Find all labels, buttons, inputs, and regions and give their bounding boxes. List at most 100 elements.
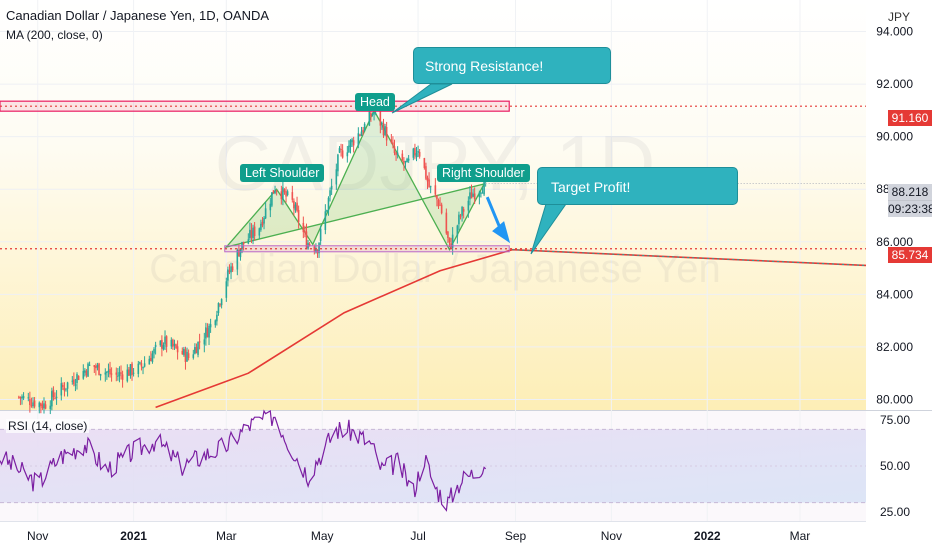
candle-body xyxy=(129,364,132,376)
resistance-zone[interactable] xyxy=(0,100,510,112)
candle-body xyxy=(302,222,305,233)
candle-body xyxy=(436,195,438,200)
candle-body xyxy=(318,242,320,254)
candle-body xyxy=(52,389,55,398)
candle-body xyxy=(159,340,162,346)
candle-body xyxy=(384,126,386,136)
candle-body xyxy=(406,158,408,163)
candle-body xyxy=(291,192,294,200)
candle-body xyxy=(439,204,441,206)
rsi-tick-label: 25.00 xyxy=(880,505,910,519)
price-tick-label: 80.000 xyxy=(876,392,913,406)
target-profit-callout[interactable]: Target Profit! xyxy=(537,167,738,205)
target-arrow-head[interactable] xyxy=(492,221,511,244)
head-label: Head xyxy=(355,93,395,111)
candle-body xyxy=(305,231,308,249)
candle-body xyxy=(126,369,129,382)
time-tick-label: 2022 xyxy=(694,529,721,543)
candle-body xyxy=(242,241,245,245)
price-tick-label: 86.000 xyxy=(876,235,913,249)
candle-body xyxy=(95,366,97,369)
candle-body xyxy=(40,403,42,406)
candle-body xyxy=(55,396,58,398)
right-shoulder-label: Right Shoulder xyxy=(437,164,530,182)
candle-body xyxy=(340,149,342,151)
candle-body xyxy=(219,304,221,306)
candle-body xyxy=(150,357,152,362)
candle-body xyxy=(473,193,476,200)
candle-body xyxy=(467,200,470,211)
candle-body xyxy=(250,230,253,238)
candle-body xyxy=(385,126,388,141)
strong-resistance-callout[interactable]: Strong Resistance! xyxy=(413,47,611,84)
neckline-price-tag: 85.734 xyxy=(888,247,932,263)
candle-body xyxy=(183,348,185,355)
candle-body xyxy=(137,363,140,375)
candle-body xyxy=(153,348,155,354)
candle-body xyxy=(41,404,44,409)
candle-body xyxy=(401,153,404,161)
candle-body xyxy=(151,353,154,362)
candle-body xyxy=(261,221,264,226)
candle-body xyxy=(313,246,316,251)
candle-body xyxy=(395,152,397,155)
candle-body xyxy=(227,269,229,281)
candle-body xyxy=(74,384,77,386)
rsi-indicator-label[interactable]: RSI (14, close) xyxy=(6,419,90,433)
candle-body xyxy=(371,114,374,116)
candle-body xyxy=(175,344,177,348)
candle-body xyxy=(363,123,366,131)
candle-body xyxy=(230,266,232,273)
ma-indicator-label[interactable]: MA (200, close, 0) xyxy=(6,28,103,42)
time-tick-label: Nov xyxy=(601,529,622,543)
candle-body xyxy=(297,209,300,223)
candle-body xyxy=(373,110,375,115)
candle-body xyxy=(194,347,196,354)
candle-body xyxy=(393,146,396,153)
candle-body xyxy=(187,353,190,358)
candle-body xyxy=(470,192,473,199)
candle-body xyxy=(370,112,372,117)
candle-body xyxy=(348,145,350,153)
rsi-line[interactable] xyxy=(0,409,487,512)
price-tick-label: 94.000 xyxy=(876,25,913,39)
candle-body xyxy=(379,107,382,126)
price-tick-label: 84.000 xyxy=(876,287,913,301)
candle-body xyxy=(319,228,322,241)
time-tick-label: Mar xyxy=(790,529,811,543)
candle-body xyxy=(283,189,286,193)
candle-body xyxy=(368,111,371,126)
candle-body xyxy=(437,200,440,207)
candle-body xyxy=(447,231,449,238)
candle-body xyxy=(139,362,141,364)
candle-body xyxy=(335,169,338,185)
candle-body xyxy=(260,223,262,230)
candle-body xyxy=(462,208,465,212)
rsi-tick-label: 50.00 xyxy=(880,459,910,473)
last-price-tag: 88.218 xyxy=(888,184,932,201)
candle-body xyxy=(76,374,78,384)
candle-body xyxy=(382,123,385,136)
candle-body xyxy=(148,358,151,365)
candle-body xyxy=(247,239,250,244)
candle-body xyxy=(71,380,74,382)
candle-body xyxy=(396,152,399,156)
time-tick-label: 2021 xyxy=(120,529,147,543)
candle-body xyxy=(162,344,165,350)
candle-body xyxy=(253,226,256,237)
candle-body xyxy=(357,133,360,146)
candle-body xyxy=(170,339,173,347)
candle-body xyxy=(214,320,217,326)
projection-line xyxy=(512,249,867,266)
candle-body xyxy=(165,336,168,347)
candle-body xyxy=(49,405,52,409)
candle-body xyxy=(184,349,187,362)
candle-body xyxy=(110,373,113,375)
candle-body xyxy=(308,243,311,246)
candle-body xyxy=(192,354,195,358)
candle-body xyxy=(77,375,80,380)
candle-body xyxy=(44,404,47,409)
rsi-tick-label: 75.00 xyxy=(880,413,910,427)
candle-body xyxy=(161,339,163,349)
candle-body xyxy=(98,363,100,375)
